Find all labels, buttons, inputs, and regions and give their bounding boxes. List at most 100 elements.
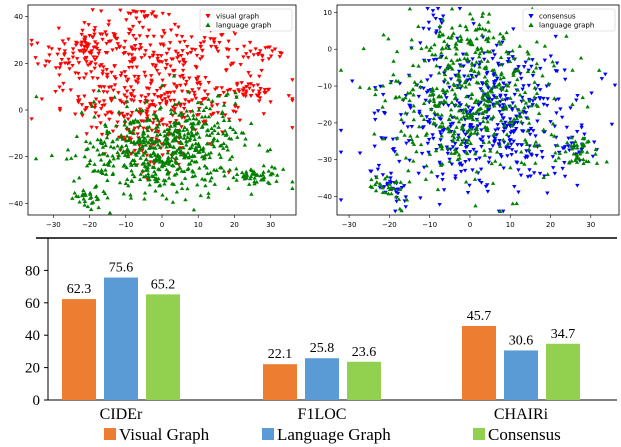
scatter-point: [579, 149, 584, 154]
scatter-point: [460, 140, 465, 144]
scatter-point: [105, 90, 110, 95]
scatter-point: [437, 116, 442, 121]
scatter-point: [510, 48, 515, 53]
scatter-point: [575, 145, 580, 150]
scatter-point: [533, 134, 538, 139]
scatter-point: [480, 14, 485, 18]
scatter-point: [128, 85, 134, 90]
scatter-point: [452, 114, 457, 119]
scatter-point: [434, 57, 439, 62]
scatter-point: [109, 111, 115, 116]
scatter-point: [470, 125, 476, 130]
scatter-point: [81, 188, 86, 192]
scatter-point: [405, 125, 411, 130]
scatter-point: [177, 128, 183, 132]
scatter-point: [212, 123, 217, 128]
scatter-point: [160, 78, 165, 83]
scatter-point: [124, 99, 130, 103]
scatter-point: [453, 102, 458, 107]
bar: [104, 277, 138, 400]
scatter-point: [92, 40, 98, 45]
scatter-point: [126, 31, 132, 36]
scatter-point: [497, 104, 503, 108]
scatter-point: [82, 94, 87, 99]
scatter-point: [433, 148, 439, 153]
scatter-point: [143, 173, 149, 178]
scatter-point: [455, 58, 460, 62]
scatter-point: [206, 194, 211, 199]
x-tick-label: −10: [118, 221, 133, 229]
scatter-point: [463, 132, 468, 137]
scatter-point: [378, 84, 383, 89]
scatter-point: [112, 35, 117, 39]
scatter-point: [182, 132, 187, 137]
scatter-point: [192, 93, 197, 98]
scatter-point: [255, 172, 260, 177]
scatter-point: [194, 76, 199, 81]
scatter-point: [449, 151, 454, 155]
scatter-point: [491, 72, 497, 76]
scatter-point: [505, 141, 511, 146]
scatter-point: [96, 114, 101, 119]
scatter-point: [198, 193, 203, 198]
scatter-point: [183, 60, 188, 65]
scatter-point: [388, 80, 393, 85]
scatter-point: [454, 46, 460, 51]
scatter-point: [180, 49, 185, 53]
scatter-point: [141, 138, 146, 142]
scatter-point: [182, 155, 187, 160]
scatter-point: [124, 95, 129, 100]
scatter-point: [157, 183, 163, 187]
scatter-point: [479, 144, 484, 149]
scatter-point: [199, 176, 205, 181]
scatter-point: [426, 27, 432, 32]
scatter-point: [205, 128, 211, 132]
scatter-point: [174, 189, 180, 194]
scatter-point: [574, 129, 580, 134]
scatter-point: [220, 109, 225, 114]
scatter-point: [475, 130, 480, 135]
scatter-point: [581, 157, 586, 162]
scatter-point: [474, 36, 479, 41]
scatter-point: [373, 188, 379, 193]
scatter-point: [101, 99, 107, 104]
scatter-point: [212, 128, 217, 133]
scatter-point: [498, 76, 503, 81]
scatter-point: [380, 173, 386, 177]
scatter-point: [423, 177, 429, 181]
scatter-point: [152, 110, 158, 115]
scatter-point: [103, 30, 108, 35]
scatter-point: [163, 59, 169, 63]
scatter-point: [448, 124, 453, 129]
scatter-point: [569, 141, 574, 146]
scatter-point: [173, 155, 179, 160]
scatter-point: [434, 63, 439, 68]
scatter-point: [57, 85, 62, 90]
scatter-point: [437, 160, 442, 165]
scatter-point: [260, 54, 265, 59]
scatter-point: [593, 147, 599, 151]
scatter-point: [438, 17, 443, 22]
scatter-point: [35, 41, 40, 46]
scatter-point: [479, 181, 484, 185]
scatter-point: [534, 153, 539, 158]
scatter-point: [180, 112, 185, 117]
scatter-point: [490, 144, 495, 149]
scatter-point: [403, 155, 409, 160]
scatter-point: [357, 85, 363, 89]
scatter-point: [580, 95, 585, 100]
scatter-point: [98, 107, 104, 111]
scatter-point: [501, 130, 506, 134]
scatter-point: [105, 75, 110, 80]
scatter-point: [152, 93, 157, 97]
scatter-point: [445, 80, 451, 85]
scatter-point: [374, 175, 379, 180]
scatter-point: [97, 152, 102, 157]
scatter-point: [84, 60, 89, 64]
scatter-point: [444, 88, 450, 93]
scatter-point: [74, 194, 79, 198]
scatter-point: [145, 128, 151, 133]
bar: [504, 350, 538, 400]
scatter-point: [88, 70, 94, 74]
scatter-point: [194, 113, 200, 118]
